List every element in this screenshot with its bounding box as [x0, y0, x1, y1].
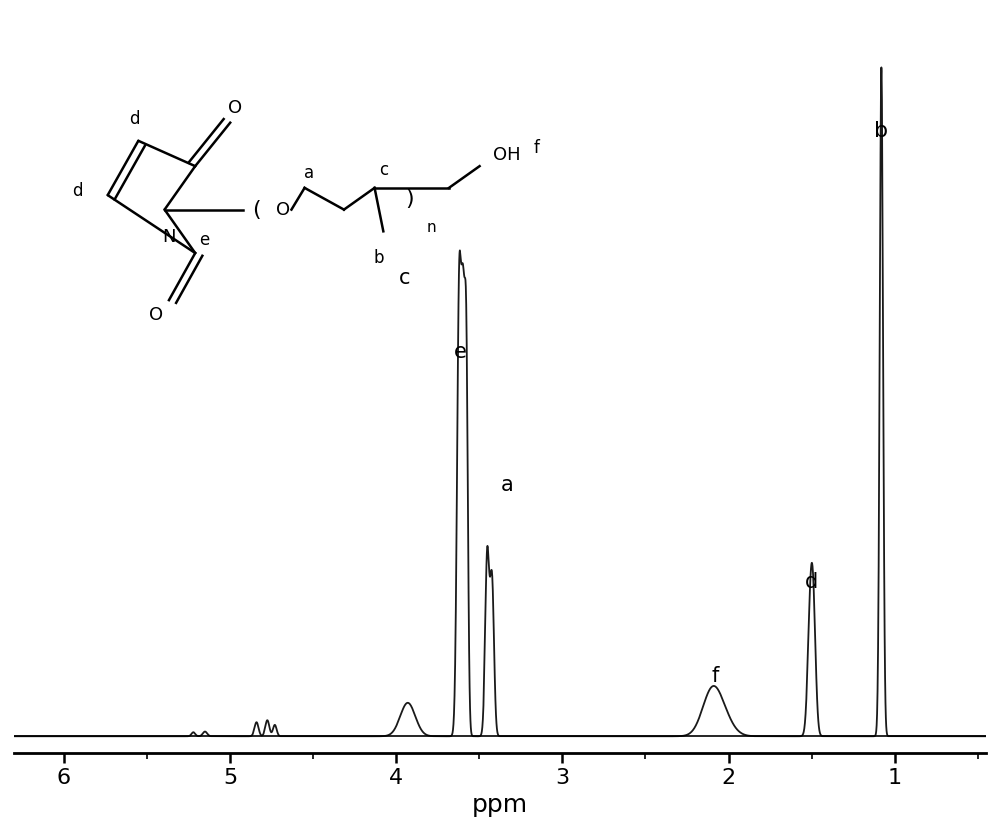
Text: a: a [501, 475, 514, 495]
Text: c: c [399, 268, 410, 288]
X-axis label: ppm: ppm [472, 793, 528, 817]
Text: e: e [454, 342, 467, 361]
Text: d: d [805, 573, 818, 593]
Text: b: b [874, 121, 888, 141]
Text: f: f [712, 666, 719, 686]
